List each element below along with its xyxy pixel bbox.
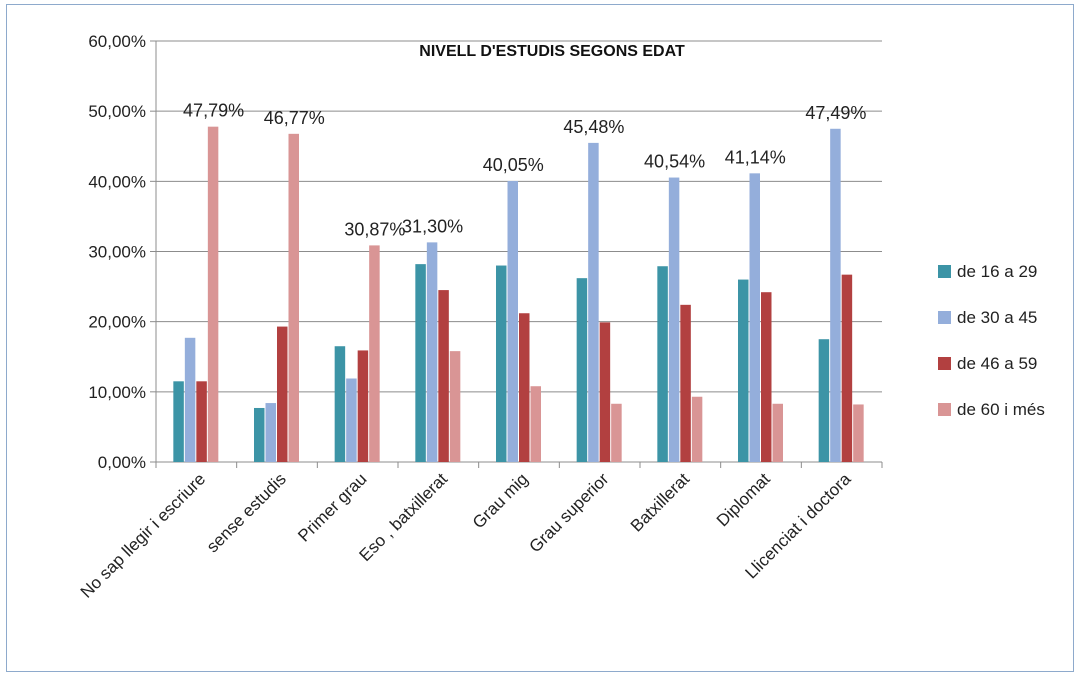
bar-de-30-a-45 — [830, 128, 841, 462]
bar-de-46-a-59 — [761, 292, 772, 462]
bar-de-30-a-45 — [426, 242, 438, 462]
data-label: 31,30% — [402, 216, 463, 236]
bar-de-16-a-29 — [496, 265, 507, 462]
x-category-label: Primer grau — [294, 469, 370, 545]
bars — [173, 126, 864, 463]
bar-de-16-a-29 — [576, 278, 588, 462]
bar-de-46-a-59 — [277, 326, 288, 462]
bar-de-30-a-45 — [265, 403, 276, 462]
y-tick-label: 40,00% — [88, 172, 146, 191]
legend-swatch — [938, 357, 951, 370]
data-label: 47,79% — [183, 101, 244, 121]
bar-de-60-i-més — [691, 396, 703, 462]
bar-de-60-i-més — [369, 245, 380, 462]
bar-de-16-a-29 — [657, 266, 668, 462]
chart-title: NIVELL D'ESTUDIS SEGONS EDAT — [419, 43, 685, 60]
legend-label: de 16 a 29 — [957, 262, 1037, 281]
bar-de-30-a-45 — [749, 173, 760, 462]
bar-de-30-a-45 — [588, 142, 599, 462]
x-category-label: Grau mig — [469, 469, 532, 532]
bar-de-16-a-29 — [738, 279, 749, 462]
bar-de-30-a-45 — [668, 177, 680, 463]
y-tick-label: 0,00% — [98, 453, 146, 472]
data-label: 45,48% — [563, 117, 624, 137]
bar-de-60-i-més — [288, 133, 299, 462]
y-tick-label: 10,00% — [88, 383, 146, 402]
bar-de-46-a-59 — [841, 274, 853, 462]
bar-de-60-i-més — [449, 351, 461, 462]
bar-de-16-a-29 — [415, 264, 426, 462]
x-category-label: Batxillerat — [627, 469, 693, 535]
y-tick-label: 60,00% — [88, 32, 146, 51]
bar-de-46-a-59 — [519, 313, 530, 462]
bar-de-60-i-més — [772, 403, 783, 462]
data-label: 40,54% — [644, 152, 705, 172]
legend-swatch — [938, 311, 951, 324]
x-category-label: Eso , batxillerat — [356, 469, 452, 565]
bar-de-16-a-29 — [818, 339, 830, 462]
bar-de-16-a-29 — [173, 381, 184, 462]
bar-de-16-a-29 — [254, 407, 265, 462]
legend-swatch — [938, 403, 951, 416]
bar-de-46-a-59 — [196, 381, 207, 462]
legend-swatch — [938, 265, 951, 278]
legend-label: de 60 i més — [957, 400, 1045, 419]
x-category-label: Grau superior — [526, 469, 613, 556]
bar-de-60-i-més — [207, 126, 219, 463]
legend: de 16 a 29 de 30 a 45 de 46 a 59 de 60 i mé… — [938, 262, 1045, 419]
bar-de-46-a-59 — [599, 322, 611, 462]
x-category-label: sense estudis — [203, 469, 290, 556]
y-tick-label: 20,00% — [88, 313, 146, 332]
bar-de-46-a-59 — [680, 304, 691, 462]
bar-de-46-a-59 — [438, 290, 449, 462]
legend-label: de 46 a 59 — [957, 354, 1037, 373]
data-label: 30,87% — [344, 219, 405, 239]
bar-de-60-i-més — [853, 404, 864, 462]
data-labels: 47,79% 46,77% 30,87%31,30% 40,05% 45,48% 40,5… — [183, 101, 866, 240]
data-label: 47,49% — [805, 103, 866, 123]
bar-de-16-a-29 — [334, 346, 346, 462]
bar-de-30-a-45 — [184, 337, 196, 462]
y-tick-label: 30,00% — [88, 243, 146, 262]
bar-de-46-a-59 — [357, 350, 369, 462]
bar-de-60-i-més — [530, 386, 541, 462]
bar-de-30-a-45 — [507, 180, 518, 463]
bar-de-60-i-més — [611, 403, 622, 462]
chart-frame — [6, 4, 1074, 672]
x-category-label: Diplomat — [713, 469, 774, 530]
data-label: 40,05% — [483, 155, 544, 175]
bar-de-30-a-45 — [346, 378, 357, 462]
x-category-label: No sap llegir i escriure — [77, 469, 209, 601]
legend-label: de 30 a 45 — [957, 308, 1037, 327]
data-label: 46,77% — [264, 108, 325, 128]
y-axis-ticks: 0,00% 10,00% 20,00% 30,00% 40,00% 50,00% 60,00… — [88, 32, 146, 472]
data-label: 41,14% — [725, 147, 786, 167]
y-tick-label: 50,00% — [88, 102, 146, 121]
